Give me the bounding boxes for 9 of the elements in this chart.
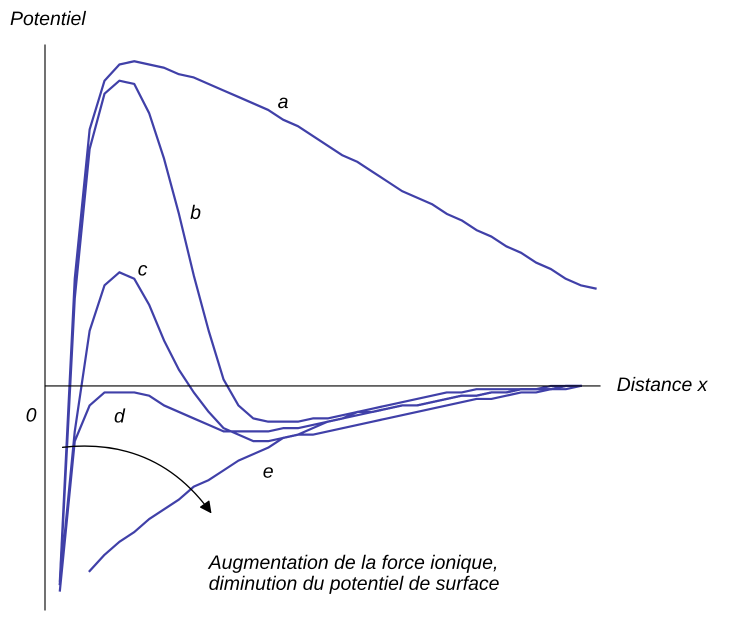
y-axis-title: Potentiel xyxy=(10,10,86,26)
series-label: d xyxy=(114,408,126,423)
series-label: a xyxy=(278,98,288,108)
series-label: c xyxy=(138,265,148,276)
annotation: Augmentation de la force ionique, diminution du potentiel de surface xyxy=(208,554,499,594)
series-label: b xyxy=(190,204,200,220)
text: 0 xyxy=(26,408,36,422)
x-axis-title: Distance x xyxy=(617,376,708,392)
series-label: e xyxy=(263,467,273,478)
